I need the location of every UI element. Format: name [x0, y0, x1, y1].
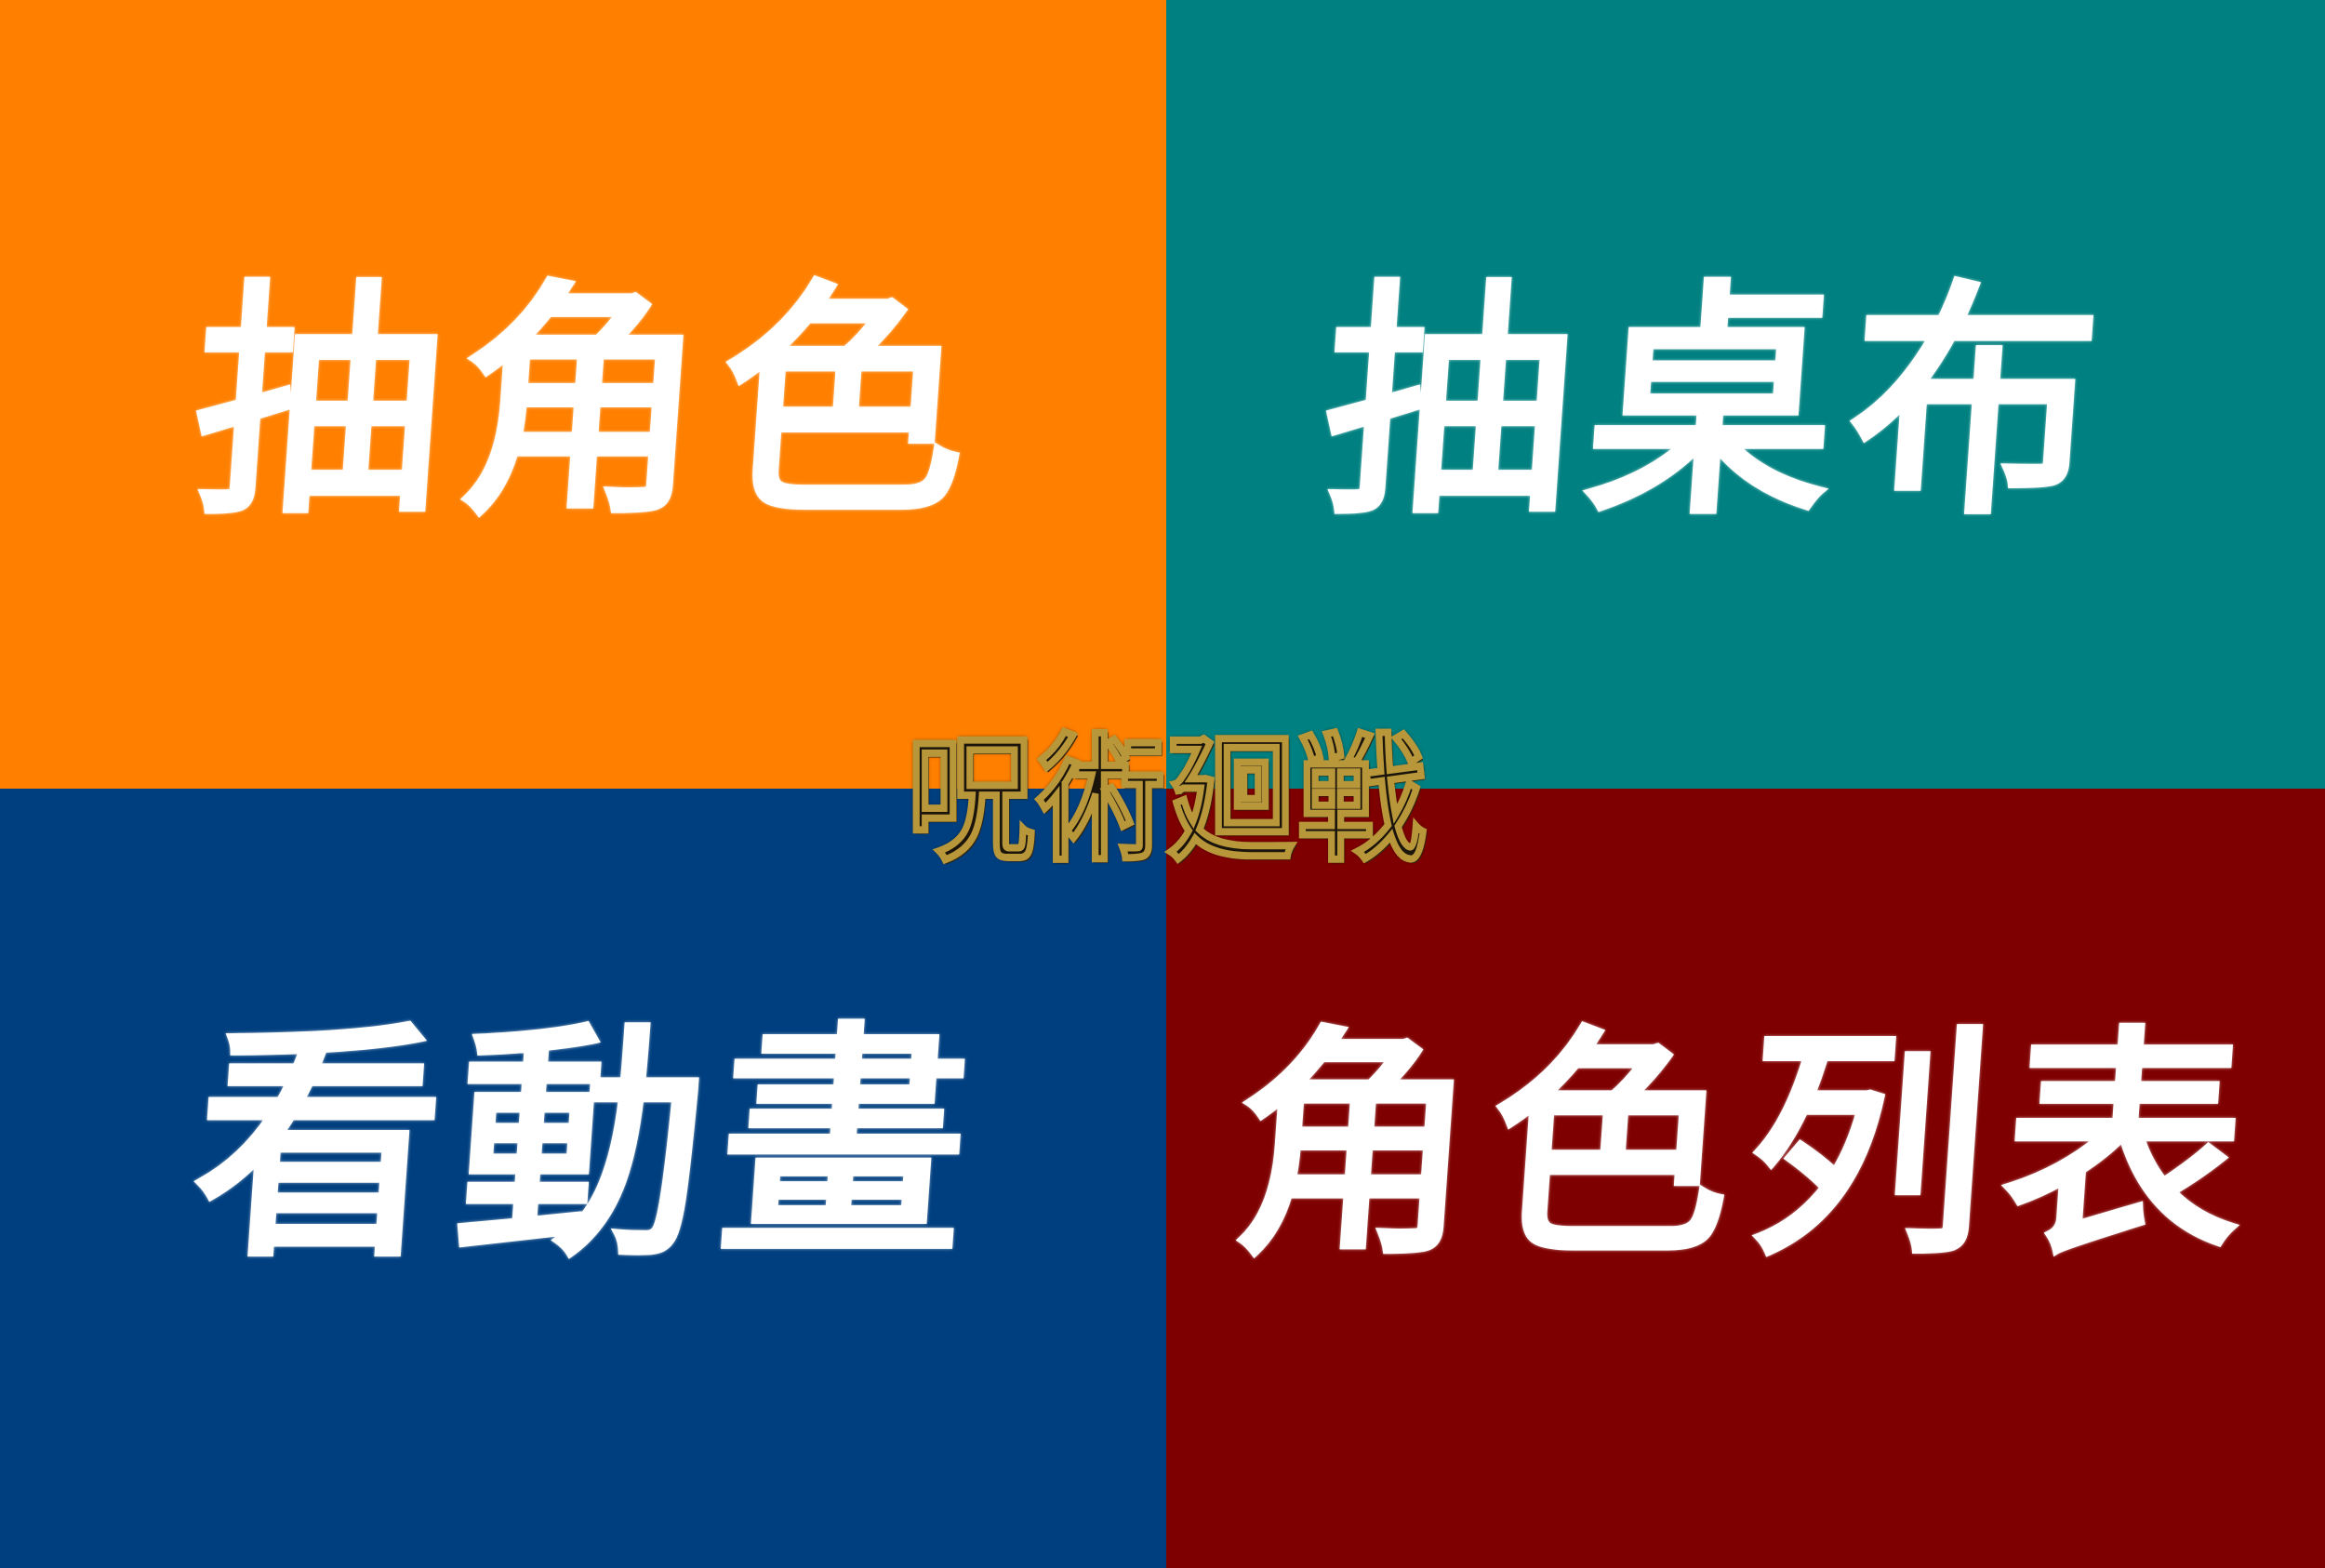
watch-anime-label: 看動畫: [184, 999, 992, 1292]
watch-anime-button[interactable]: 看動畫: [0, 789, 1166, 1568]
draw-wallpaper-button[interactable]: 抽桌布: [1166, 0, 2325, 789]
character-list-label: 角色列表: [1222, 1003, 2269, 1289]
draw-character-label: 抽角色: [184, 257, 992, 550]
draw-character-button[interactable]: 抽角色: [0, 0, 1166, 789]
draw-wallpaper-label: 抽桌布: [1314, 257, 2122, 550]
character-list-button[interactable]: 角色列表: [1166, 789, 2325, 1568]
